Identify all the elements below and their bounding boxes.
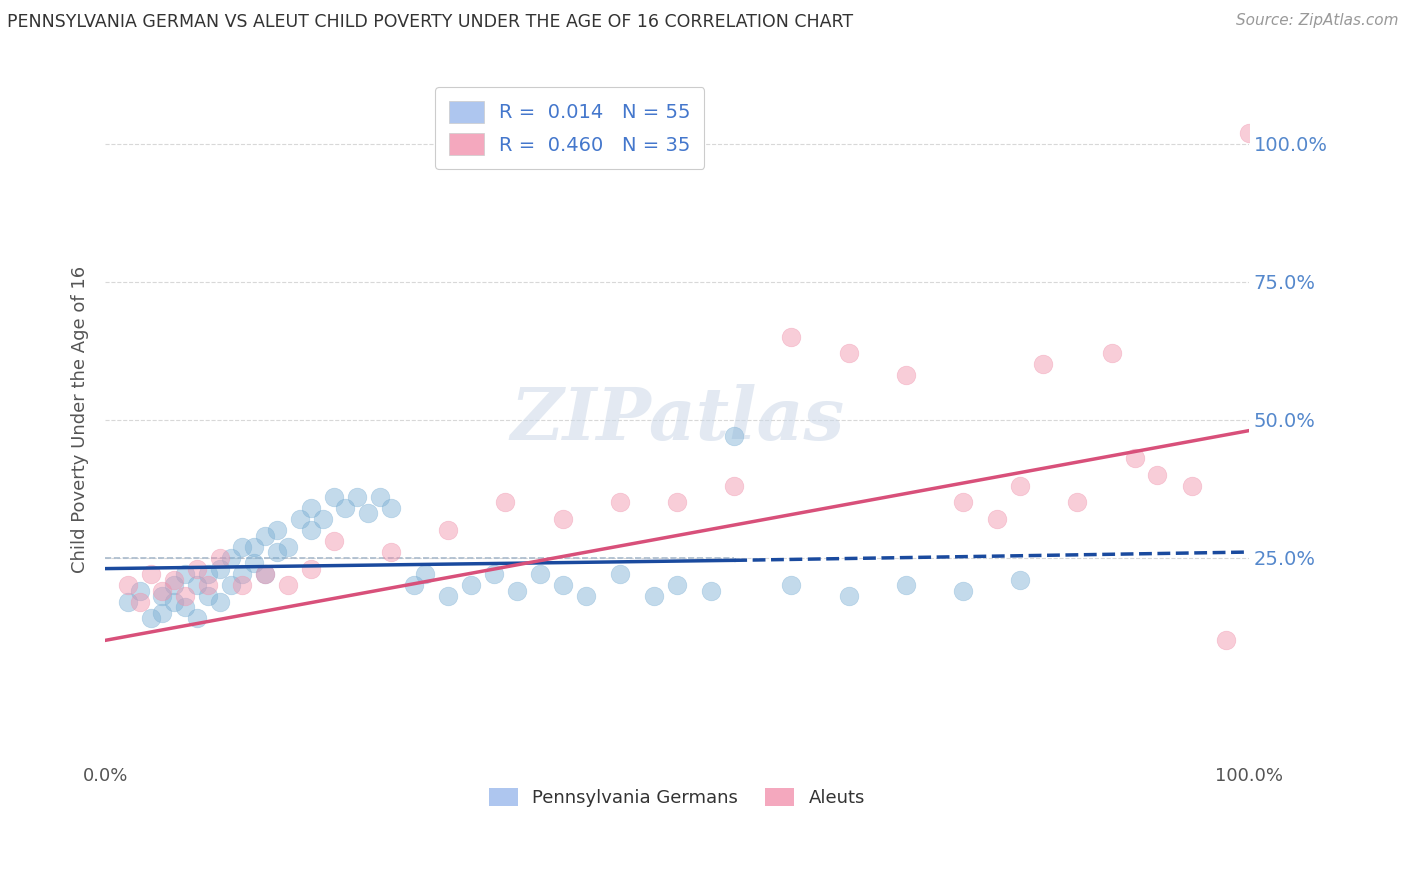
Point — [780, 330, 803, 344]
Point — [208, 595, 231, 609]
Point — [723, 479, 745, 493]
Point — [1237, 126, 1260, 140]
Point — [231, 567, 253, 582]
Point — [529, 567, 551, 582]
Point — [197, 589, 219, 603]
Point — [346, 490, 368, 504]
Point — [243, 540, 266, 554]
Point — [139, 611, 162, 625]
Point — [117, 578, 139, 592]
Point — [219, 550, 242, 565]
Text: ZIPatlas: ZIPatlas — [510, 384, 844, 455]
Point — [231, 540, 253, 554]
Point — [299, 523, 322, 537]
Point — [415, 567, 437, 582]
Point — [1032, 358, 1054, 372]
Point — [402, 578, 425, 592]
Point — [723, 429, 745, 443]
Point — [299, 561, 322, 575]
Point — [1010, 573, 1032, 587]
Point — [277, 578, 299, 592]
Point — [838, 589, 860, 603]
Point — [1101, 346, 1123, 360]
Point — [574, 589, 596, 603]
Point — [506, 583, 529, 598]
Point — [357, 507, 380, 521]
Point — [186, 611, 208, 625]
Point — [780, 578, 803, 592]
Point — [277, 540, 299, 554]
Point — [219, 578, 242, 592]
Point — [311, 512, 333, 526]
Point — [666, 578, 689, 592]
Point — [894, 578, 917, 592]
Point — [254, 567, 277, 582]
Point — [643, 589, 665, 603]
Legend: Pennsylvania Germans, Aleuts: Pennsylvania Germans, Aleuts — [482, 780, 872, 814]
Point — [700, 583, 723, 598]
Point — [609, 567, 631, 582]
Point — [163, 578, 186, 592]
Point — [482, 567, 505, 582]
Point — [368, 490, 391, 504]
Point — [952, 495, 974, 509]
Point — [208, 561, 231, 575]
Point — [163, 595, 186, 609]
Point — [117, 595, 139, 609]
Point — [380, 500, 402, 515]
Point — [380, 545, 402, 559]
Point — [163, 573, 186, 587]
Point — [1215, 633, 1237, 648]
Point — [299, 500, 322, 515]
Point — [186, 561, 208, 575]
Y-axis label: Child Poverty Under the Age of 16: Child Poverty Under the Age of 16 — [72, 266, 89, 574]
Point — [139, 567, 162, 582]
Point — [838, 346, 860, 360]
Point — [551, 578, 574, 592]
Point — [1123, 451, 1146, 466]
Point — [186, 578, 208, 592]
Point — [174, 589, 197, 603]
Point — [894, 368, 917, 383]
Point — [174, 567, 197, 582]
Point — [197, 578, 219, 592]
Point — [323, 490, 346, 504]
Point — [335, 500, 357, 515]
Point — [266, 545, 288, 559]
Point — [495, 495, 517, 509]
Point — [231, 578, 253, 592]
Point — [266, 523, 288, 537]
Point — [437, 589, 460, 603]
Point — [197, 567, 219, 582]
Point — [152, 589, 174, 603]
Point — [666, 495, 689, 509]
Point — [986, 512, 1008, 526]
Point — [152, 606, 174, 620]
Point — [323, 534, 346, 549]
Point — [1066, 495, 1088, 509]
Point — [952, 583, 974, 598]
Point — [128, 595, 150, 609]
Point — [460, 578, 482, 592]
Point — [128, 583, 150, 598]
Text: Source: ZipAtlas.com: Source: ZipAtlas.com — [1236, 13, 1399, 29]
Point — [288, 512, 311, 526]
Point — [208, 550, 231, 565]
Point — [1010, 479, 1032, 493]
Point — [609, 495, 631, 509]
Point — [254, 567, 277, 582]
Text: PENNSYLVANIA GERMAN VS ALEUT CHILD POVERTY UNDER THE AGE OF 16 CORRELATION CHART: PENNSYLVANIA GERMAN VS ALEUT CHILD POVER… — [7, 13, 853, 31]
Point — [254, 528, 277, 542]
Point — [1146, 467, 1168, 482]
Point — [174, 600, 197, 615]
Point — [437, 523, 460, 537]
Point — [551, 512, 574, 526]
Point — [243, 556, 266, 570]
Point — [152, 583, 174, 598]
Point — [1181, 479, 1204, 493]
